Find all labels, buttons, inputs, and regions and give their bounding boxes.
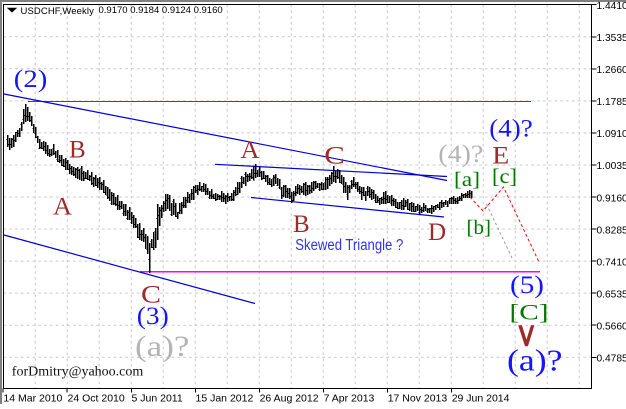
svg-text:[C]: [C] — [510, 300, 549, 325]
svg-text:1.3535: 1.3535 — [597, 33, 626, 44]
svg-text:(4)?: (4)? — [438, 141, 483, 168]
svg-text:26 Aug 2012: 26 Aug 2012 — [260, 392, 319, 404]
svg-text:[b]: [b] — [467, 217, 492, 239]
svg-text:0.6535: 0.6535 — [597, 289, 626, 300]
svg-text:[c]: [c] — [492, 164, 517, 188]
svg-text:5 Jun 2011: 5 Jun 2011 — [132, 392, 183, 404]
svg-text:USDCHF,Weekly: USDCHF,Weekly — [21, 6, 95, 17]
svg-text:(3): (3) — [137, 303, 169, 330]
svg-text:Skewed Triangle ?: Skewed Triangle ? — [295, 237, 403, 254]
svg-text:1.1785: 1.1785 — [597, 97, 626, 108]
svg-text:[a]: [a] — [454, 169, 480, 191]
svg-text:0.5660: 0.5660 — [597, 322, 626, 333]
svg-text:17 Nov 2013: 17 Nov 2013 — [388, 392, 448, 404]
svg-text:0.7410: 0.7410 — [597, 257, 626, 268]
svg-text:0.8285: 0.8285 — [597, 225, 626, 236]
svg-text:(a)?: (a)? — [507, 343, 563, 378]
svg-text:C: C — [324, 142, 345, 169]
svg-text:(a)?: (a)? — [135, 330, 190, 363]
svg-text:24 Oct 2010: 24 Oct 2010 — [68, 392, 125, 404]
svg-text:(4)?: (4)? — [489, 116, 533, 143]
svg-text:7 Apr 2013: 7 Apr 2013 — [324, 392, 375, 404]
svg-text:(2): (2) — [14, 66, 48, 93]
svg-text:14 Mar 2010: 14 Mar 2010 — [3, 392, 62, 404]
svg-text:0.9160: 0.9160 — [597, 193, 626, 204]
svg-text:0.9170 0.9184 0.9124 0.9160: 0.9170 0.9184 0.9124 0.9160 — [99, 5, 223, 16]
svg-text:D: D — [428, 219, 446, 246]
svg-text:A: A — [53, 194, 72, 221]
svg-text:0.4785: 0.4785 — [597, 354, 626, 365]
svg-text:15 Jan 2012: 15 Jan 2012 — [196, 392, 254, 404]
svg-text:1.0035: 1.0035 — [597, 161, 626, 172]
svg-text:1.0910: 1.0910 — [597, 129, 626, 140]
svg-text:29 Jun 2014: 29 Jun 2014 — [452, 392, 510, 404]
svg-text:forDmitry@yahoo.com: forDmitry@yahoo.com — [12, 365, 144, 380]
svg-text:B: B — [293, 211, 310, 238]
svg-text:1.4410: 1.4410 — [597, 1, 626, 12]
svg-text:1.2660: 1.2660 — [597, 65, 626, 76]
svg-text:B: B — [69, 137, 86, 164]
svg-text:A: A — [241, 137, 260, 164]
svg-text:(5): (5) — [510, 272, 544, 299]
